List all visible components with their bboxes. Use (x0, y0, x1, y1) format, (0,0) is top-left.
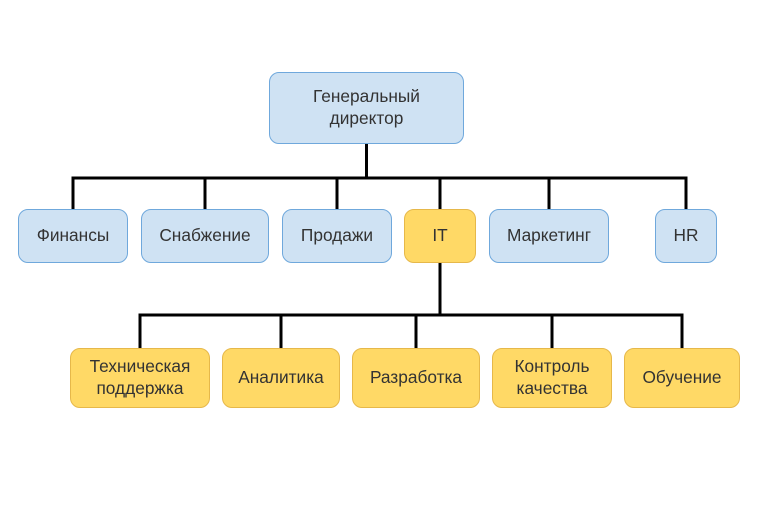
node-label: Маркетинг (507, 225, 591, 247)
node-development: Разработка (352, 348, 480, 408)
node-label: Снабжение (159, 225, 250, 247)
node-supply: Снабжение (141, 209, 269, 263)
node-label: Генеральный директор (276, 86, 457, 129)
node-label: Аналитика (238, 367, 324, 389)
node-label: Контроль качества (499, 356, 605, 399)
node-label: IT (432, 225, 447, 247)
node-label: Финансы (37, 225, 110, 247)
node-sales: Продажи (282, 209, 392, 263)
node-label: Продажи (301, 225, 373, 247)
node-qa: Контроль качества (492, 348, 612, 408)
node-label: HR (674, 225, 699, 247)
node-training: Обучение (624, 348, 740, 408)
node-label: Обучение (642, 367, 721, 389)
node-label: Техническая поддержка (77, 356, 203, 399)
node-hr: HR (655, 209, 717, 263)
node-marketing: Маркетинг (489, 209, 609, 263)
node-label: Разработка (370, 367, 462, 389)
node-it: IT (404, 209, 476, 263)
node-finance: Финансы (18, 209, 128, 263)
org-chart: Генеральный директор Финансы Снабжение П… (0, 0, 768, 512)
node-analytics: Аналитика (222, 348, 340, 408)
node-ceo: Генеральный директор (269, 72, 464, 144)
node-tech-support: Техническая поддержка (70, 348, 210, 408)
